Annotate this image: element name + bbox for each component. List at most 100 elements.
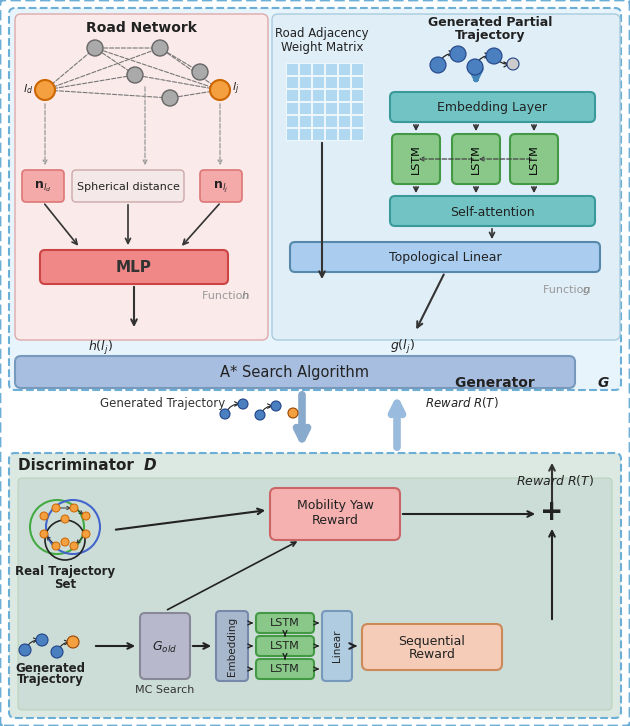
Text: D: D xyxy=(144,459,157,473)
FancyBboxPatch shape xyxy=(392,134,440,184)
Text: MC Search: MC Search xyxy=(135,685,195,695)
FancyBboxPatch shape xyxy=(351,115,363,127)
Text: Sequential: Sequential xyxy=(399,635,466,648)
Circle shape xyxy=(40,530,48,538)
Text: $h(l_j)$: $h(l_j)$ xyxy=(88,339,113,357)
FancyBboxPatch shape xyxy=(325,115,337,127)
Text: $\mathbf{n}_{l_d}$: $\mathbf{n}_{l_d}$ xyxy=(34,180,52,195)
Text: Embedding: Embedding xyxy=(227,616,237,676)
Circle shape xyxy=(70,504,78,512)
FancyBboxPatch shape xyxy=(351,89,363,101)
FancyBboxPatch shape xyxy=(312,89,324,101)
FancyBboxPatch shape xyxy=(351,63,363,75)
Circle shape xyxy=(52,542,60,550)
Text: $l_d$: $l_d$ xyxy=(23,82,33,96)
Circle shape xyxy=(288,408,298,418)
FancyBboxPatch shape xyxy=(140,613,190,679)
FancyBboxPatch shape xyxy=(351,76,363,88)
Text: Generator: Generator xyxy=(455,376,540,390)
FancyBboxPatch shape xyxy=(338,128,350,140)
FancyBboxPatch shape xyxy=(9,8,621,390)
Circle shape xyxy=(36,634,48,646)
FancyBboxPatch shape xyxy=(256,613,314,633)
Circle shape xyxy=(127,67,143,83)
FancyBboxPatch shape xyxy=(338,102,350,114)
Text: Reward: Reward xyxy=(312,513,358,526)
Text: Generated Partial: Generated Partial xyxy=(428,15,552,28)
FancyBboxPatch shape xyxy=(299,128,311,140)
Circle shape xyxy=(82,512,90,520)
Text: Function: Function xyxy=(543,285,594,295)
Text: Reward $R(T)$: Reward $R(T)$ xyxy=(516,473,594,487)
Text: h: h xyxy=(242,291,249,301)
FancyBboxPatch shape xyxy=(299,89,311,101)
FancyBboxPatch shape xyxy=(338,63,350,75)
FancyBboxPatch shape xyxy=(15,356,575,388)
FancyBboxPatch shape xyxy=(40,250,228,284)
FancyBboxPatch shape xyxy=(452,134,500,184)
FancyBboxPatch shape xyxy=(510,134,558,184)
Circle shape xyxy=(52,504,60,512)
Circle shape xyxy=(486,48,502,64)
FancyBboxPatch shape xyxy=(18,478,612,710)
Circle shape xyxy=(238,399,248,409)
FancyBboxPatch shape xyxy=(351,128,363,140)
Text: Real Trajectory: Real Trajectory xyxy=(15,566,115,579)
Text: Trajectory: Trajectory xyxy=(455,30,525,43)
FancyBboxPatch shape xyxy=(286,128,298,140)
Circle shape xyxy=(162,90,178,106)
Text: +: + xyxy=(541,498,564,526)
FancyBboxPatch shape xyxy=(286,63,298,75)
Circle shape xyxy=(430,57,446,73)
Circle shape xyxy=(450,46,466,62)
Text: LSTM: LSTM xyxy=(411,144,421,174)
FancyBboxPatch shape xyxy=(390,92,595,122)
Text: Generated: Generated xyxy=(15,661,85,674)
Text: LSTM: LSTM xyxy=(270,664,300,674)
FancyBboxPatch shape xyxy=(312,63,324,75)
Text: Self-attention: Self-attention xyxy=(450,205,534,219)
FancyBboxPatch shape xyxy=(325,89,337,101)
FancyBboxPatch shape xyxy=(216,611,248,681)
Circle shape xyxy=(19,644,31,656)
Circle shape xyxy=(271,401,281,411)
FancyBboxPatch shape xyxy=(325,128,337,140)
Circle shape xyxy=(51,646,63,658)
FancyBboxPatch shape xyxy=(312,76,324,88)
Circle shape xyxy=(70,542,78,550)
Text: $l_j$: $l_j$ xyxy=(232,81,239,97)
FancyBboxPatch shape xyxy=(299,102,311,114)
Circle shape xyxy=(35,80,55,100)
FancyBboxPatch shape xyxy=(325,76,337,88)
Text: Function: Function xyxy=(202,291,253,301)
FancyBboxPatch shape xyxy=(322,611,352,681)
FancyBboxPatch shape xyxy=(299,76,311,88)
Text: Spherical distance: Spherical distance xyxy=(77,182,180,192)
FancyBboxPatch shape xyxy=(312,115,324,127)
FancyBboxPatch shape xyxy=(325,102,337,114)
FancyBboxPatch shape xyxy=(72,170,184,202)
Circle shape xyxy=(82,530,90,538)
FancyBboxPatch shape xyxy=(200,170,242,202)
FancyBboxPatch shape xyxy=(312,128,324,140)
Text: Set: Set xyxy=(54,577,76,590)
Text: Generated Trajectory: Generated Trajectory xyxy=(100,396,226,409)
FancyBboxPatch shape xyxy=(338,115,350,127)
FancyBboxPatch shape xyxy=(390,196,595,226)
Text: g: g xyxy=(583,285,590,295)
Circle shape xyxy=(87,40,103,56)
Text: Topological Linear: Topological Linear xyxy=(389,251,501,264)
FancyBboxPatch shape xyxy=(299,115,311,127)
Circle shape xyxy=(67,636,79,648)
Circle shape xyxy=(507,58,519,70)
FancyBboxPatch shape xyxy=(338,89,350,101)
Text: MLP: MLP xyxy=(116,261,152,275)
Circle shape xyxy=(210,80,230,100)
Text: Mobility Yaw: Mobility Yaw xyxy=(297,499,374,512)
Circle shape xyxy=(220,409,230,419)
FancyBboxPatch shape xyxy=(299,63,311,75)
FancyBboxPatch shape xyxy=(15,14,268,340)
Text: LSTM: LSTM xyxy=(270,618,300,628)
Circle shape xyxy=(61,538,69,546)
Text: LSTM: LSTM xyxy=(529,144,539,174)
